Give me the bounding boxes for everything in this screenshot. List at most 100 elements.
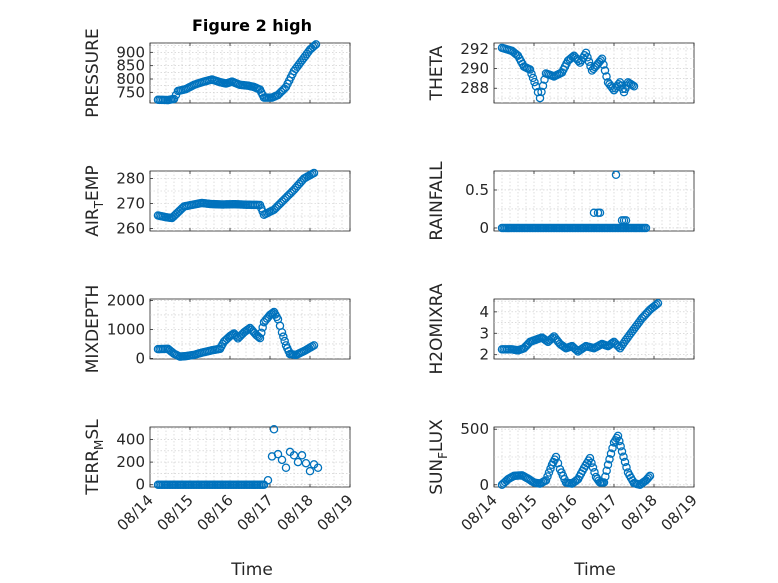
pressure-series <box>153 40 321 105</box>
rainfall-point <box>611 170 621 180</box>
rainfall-point <box>621 216 631 225</box>
subplot-rainfall: 0 0.5 RAINFALL <box>427 161 695 241</box>
h2omixra-point <box>614 342 623 351</box>
xtick-label: 08/15 <box>498 491 541 534</box>
pressure-ylabel: PRESSURE <box>83 28 103 117</box>
subplot-sun_flux: 0 500 SUNFLUX <box>427 419 695 495</box>
terr_msl-point <box>263 475 273 485</box>
xtick-label: 08/19 <box>314 491 357 534</box>
theta-ytick-label: 288 <box>460 79 489 97</box>
theta-ytick-label: 290 <box>460 60 489 78</box>
mixdepth-point <box>258 323 267 332</box>
air_temp-series <box>153 168 319 223</box>
terr_msl-point <box>305 466 315 476</box>
pressure-point <box>311 40 321 49</box>
terr_msl-ytick-label: 200 <box>116 453 145 471</box>
rainfall-ytick-label: 0 <box>479 219 489 237</box>
pressure-point <box>310 41 319 50</box>
theta-point <box>533 87 543 97</box>
pressure-ytick-label: 750 <box>116 83 145 101</box>
rainfall-ylabel: RAINFALL <box>427 161 447 241</box>
sun_flux-point <box>544 468 554 477</box>
theta-point <box>581 48 591 58</box>
mixdepth-point <box>254 332 263 342</box>
terr_msl-point <box>297 451 307 460</box>
sun_flux-point <box>645 471 655 481</box>
h2omixra-ytick-label: 3 <box>479 324 489 342</box>
rainfall-point <box>641 223 651 233</box>
sun_flux-point <box>587 458 596 468</box>
air_temp-ytick-label: 260 <box>116 220 145 238</box>
theta-point <box>599 60 608 69</box>
h2omixra-ytick-label: 2 <box>479 346 489 364</box>
theta-point <box>568 52 577 62</box>
sun_flux-ylabel: SUNFLUX <box>427 419 450 495</box>
rainfall-axes-box <box>493 170 695 232</box>
theta-point <box>583 53 592 62</box>
theta-point <box>629 82 639 91</box>
pressure-ytick-label: 850 <box>116 57 145 75</box>
h2omixra-ytick-label: 4 <box>479 303 489 321</box>
terr_msl-point <box>281 463 291 473</box>
mixdepth-point <box>280 336 289 346</box>
subplot-h2omixra: 2 3 4 H2OMIXRA <box>427 283 695 375</box>
xtick-label: 08/18 <box>274 491 317 534</box>
sun_flux-ytick-label: 0 <box>479 476 489 494</box>
sun_flux-point <box>601 472 610 481</box>
sun_flux-point <box>603 460 613 470</box>
pressure-ytick-label: 800 <box>116 70 145 88</box>
mixdepth-point <box>244 324 253 334</box>
rainfall-series <box>497 170 651 233</box>
sun_flux-point <box>644 473 653 482</box>
sun_flux-point <box>602 466 611 475</box>
h2omixra-point <box>653 299 663 308</box>
air_temp-ytick-label: 270 <box>116 195 145 213</box>
terr_msl-point <box>301 458 311 468</box>
mixdepth-ytick-label: 0 <box>135 349 145 367</box>
terr_msl-ylabel: TERRMSL <box>83 419 106 496</box>
mixdepth-point <box>279 332 288 341</box>
sun_flux-point <box>617 447 627 456</box>
theta-point <box>628 81 637 90</box>
theta-point <box>528 73 538 83</box>
sun_flux-point <box>622 463 631 472</box>
theta-point <box>596 56 605 65</box>
sun_flux-point <box>608 443 617 453</box>
sun_flux-point <box>599 478 609 487</box>
sun_flux-point <box>615 436 624 446</box>
mixdepth-ytick-label: 2000 <box>107 291 145 309</box>
h2omixra-point <box>652 300 661 309</box>
sun_flux-point <box>613 431 623 441</box>
theta-point <box>525 65 535 74</box>
terr_msl-point <box>313 463 323 473</box>
mixdepth-point <box>257 328 266 338</box>
theta-point <box>530 77 539 87</box>
pressure-point <box>169 94 179 104</box>
terr_msl-point <box>289 451 299 460</box>
xtick-label: 08/14 <box>458 491 501 534</box>
theta-point <box>538 81 548 91</box>
sun_flux-point <box>588 463 598 472</box>
mixdepth-point <box>277 328 287 337</box>
terr_msl-grid <box>150 427 350 487</box>
pressure-ytick-label: 900 <box>116 43 145 61</box>
sun_flux-point <box>585 453 595 463</box>
sun_flux-point <box>541 476 551 485</box>
terr_msl-point <box>269 425 279 434</box>
terr_msl-ytick-label: 0 <box>135 476 145 494</box>
terr_msl-axes-box <box>149 426 351 488</box>
xtick-label: 08/16 <box>538 491 581 534</box>
mixdepth-point <box>309 341 319 350</box>
terr_msl-point <box>277 455 287 465</box>
terr_msl-point <box>273 449 283 459</box>
rainfall-ytick-label: 0.5 <box>465 181 489 199</box>
theta-point <box>608 83 617 93</box>
mixdepth-ytick-label: 1000 <box>107 320 145 338</box>
subplot-terr_msl: 0 200 400 TERRMSL <box>83 419 351 496</box>
sun_flux-point <box>605 454 614 464</box>
xtick-label: 08/15 <box>154 491 197 534</box>
mixdepth-series <box>153 307 319 361</box>
